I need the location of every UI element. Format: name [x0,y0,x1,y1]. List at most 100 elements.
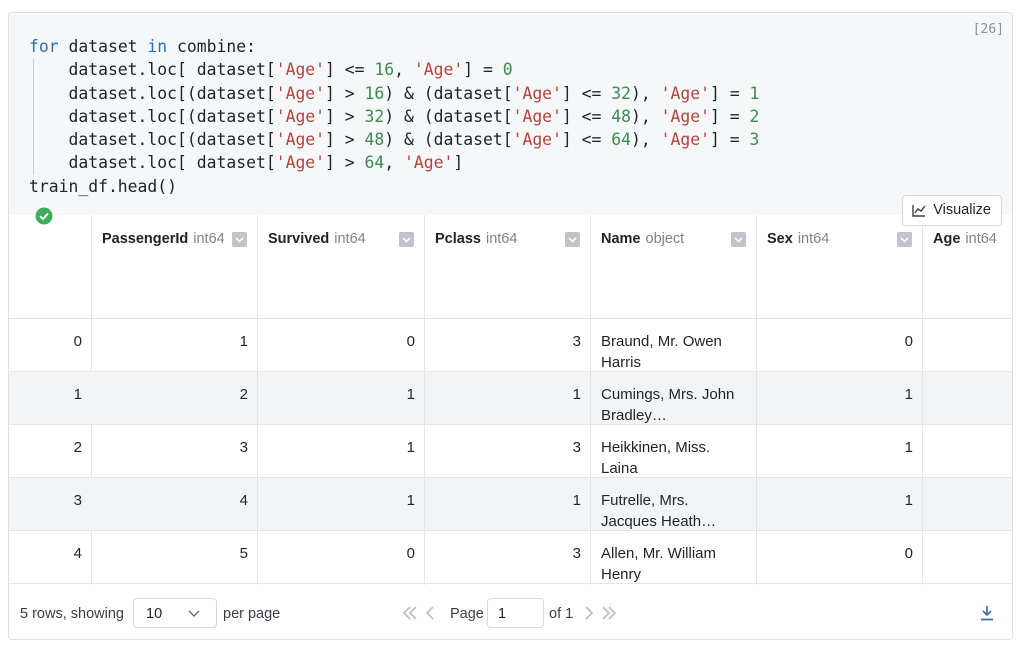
code-token: ] <= [561,130,612,150]
row-index: 4 [73,545,82,562]
row-index: 3 [73,492,82,509]
button-label: Visualize [933,202,991,218]
header-cell: Age int64 [923,215,1012,319]
next-last-buttons[interactable] [583,606,623,620]
code-token: , [384,153,405,173]
column: Survived int64 [258,215,425,585]
code-line: train_df.head() [29,175,759,198]
code-token: ] > [325,130,365,150]
header-cell: PassengerId int64 [92,215,257,319]
column-name: Name [601,231,641,247]
table-footer: 5 rows, showing 10 per page Page 1 of 1 [9,585,1012,639]
chevron [568,237,577,243]
cell-text: Futrelle, Mrs. Jacques Heath… [601,492,717,530]
code-token: ] = [709,83,750,103]
cell-text: Braund, Mr. Owen Harris [601,333,722,371]
code-token: ] = [463,60,503,80]
cell-number: 0 [406,333,415,350]
code-token: dataset.loc[(dataset[ [29,83,276,103]
chevron [402,237,411,243]
code-token: 'Age' [660,83,710,103]
column: Pclass int64 [425,215,591,585]
code-token: 'Age' [275,106,326,126]
code-token: ] <= [561,83,612,103]
cell-number: 1 [904,492,913,509]
column-name: Sex [767,231,793,247]
page-number: 1 [498,606,507,622]
download-button[interactable] [980,605,994,621]
code-token: 48 [364,130,385,150]
code-token: 2 [749,106,760,126]
column-dtype: object [645,231,685,247]
code-token: ) & (dataset[ [384,106,513,126]
code-token: 64 [611,130,632,150]
cell-number: 1 [406,492,415,509]
success-icon [33,205,55,227]
chart-icon [912,205,926,217]
code-token: ), [631,130,661,150]
column-header: Name object [601,231,684,247]
column-dtype: int64 [485,231,518,247]
code-token: 16 [364,83,385,103]
indent-guide [33,59,34,175]
code-token: ] <= [325,60,375,80]
page-size: 10 [146,606,163,622]
column-menu[interactable] [232,232,247,247]
column-dtype: int64 [193,231,225,247]
code-token: 0 [502,60,513,80]
cell-number: 3 [572,439,581,456]
code-token: 'Age' [413,60,464,80]
column: Age int64 [923,215,1012,585]
cell-text: Heikkinen, Miss. Laina [601,439,711,477]
code-line: dataset.loc[(dataset['Age'] > 48) & (dat… [29,128,759,151]
column-menu[interactable] [731,232,746,247]
cell-number: 4 [239,492,248,509]
column-header: Survived int64 [268,231,366,247]
cell-number: 1 [406,439,415,456]
cell-number: 1 [572,492,581,509]
cell-number: 1 [904,439,913,456]
cell-number: 2 [239,386,248,403]
column: Sex int64 [757,215,923,585]
code-line: dataset.loc[ dataset['Age'] <= 16, 'Age'… [29,58,759,81]
first-prev-buttons[interactable] [403,606,443,620]
row-index: 1 [73,386,82,403]
code-token: 'Age' [275,60,326,80]
code-line: dataset.loc[(dataset['Age'] > 32) & (dat… [29,105,759,128]
of-pages: of 1 [549,606,574,622]
code-token: 'Age' [512,83,562,103]
code-token: for [29,37,59,56]
page-size-select[interactable]: 10 [133,598,217,628]
code-token: 'Age' [275,130,326,150]
page-input[interactable]: 1 [487,598,544,628]
cell-number: 3 [572,545,581,562]
code-token: 'Age' [660,106,710,126]
column-dtype: int64 [965,231,997,247]
rows-text: 5 rows, showing [20,606,124,622]
column-name: PassengerId [102,231,189,247]
column-menu[interactable] [399,232,414,247]
code-token: ), [631,83,661,103]
column-menu[interactable] [565,232,580,247]
chevron [188,610,200,618]
code-token: 'Age' [275,83,326,103]
column-header: Pclass int64 [435,231,517,247]
code-token: ] [453,153,464,173]
code-token: 3 [749,130,760,150]
cell-number: 3 [239,439,248,456]
cell-number: 3 [572,333,581,350]
cell-number: 0 [406,545,415,562]
code-editor[interactable]: [26] for dataset in combine: dataset.loc… [9,13,1012,215]
table-row: 2 3 1 3 Heikkinen, Miss. Laina 1 [9,425,1012,478]
cell-number: 1 [904,386,913,403]
cell-text: Cumings, Mrs. John Bradley… [601,386,735,424]
code-token: ] > [325,106,365,126]
chevron [734,237,743,243]
cell-number: 5 [239,545,248,562]
code-token: dataset.loc[(dataset[ [29,106,276,126]
code-token: 1 [749,83,760,103]
code-token: dataset.loc[ dataset[ [29,153,276,173]
column-menu[interactable] [897,232,912,247]
visualize-button[interactable]: Visualize [902,195,1002,226]
